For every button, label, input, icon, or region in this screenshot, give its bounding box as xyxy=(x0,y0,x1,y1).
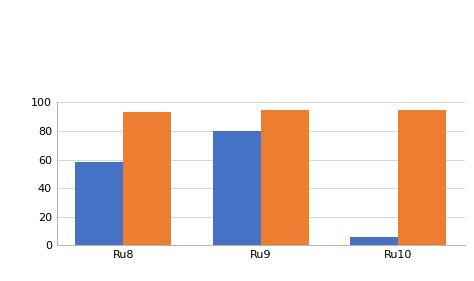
Bar xyxy=(261,110,309,245)
Bar xyxy=(213,131,261,245)
Bar xyxy=(75,162,123,245)
Bar xyxy=(398,110,446,245)
Bar xyxy=(123,112,172,245)
Bar xyxy=(350,237,398,245)
